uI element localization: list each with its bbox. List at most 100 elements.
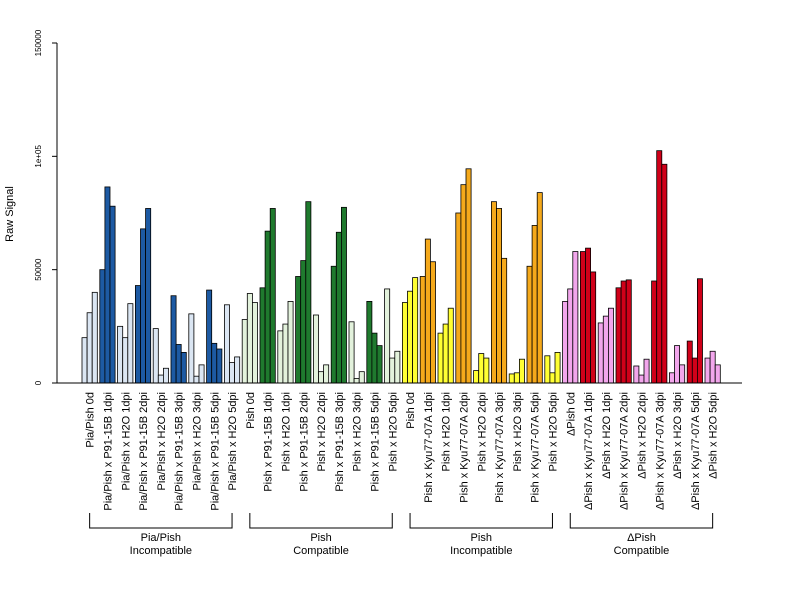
x-tick-label: Pish x H2O 5dpi — [547, 392, 559, 471]
x-tick-label: Pia/Pish x P91-15B 5dpi — [209, 392, 221, 511]
bar — [608, 307, 614, 384]
bar — [638, 374, 645, 384]
bar — [91, 291, 98, 384]
bar — [590, 271, 597, 384]
bar — [323, 364, 330, 384]
bar — [490, 201, 497, 384]
bar — [625, 279, 632, 384]
bar — [580, 251, 586, 384]
bar — [526, 265, 533, 384]
x-axis: Pia/Pish 0d Pia/Pish x P91-15B 1dpi Pia/Pi… — [57, 382, 742, 511]
bar — [86, 312, 93, 384]
group-label-line2: Compatible — [293, 545, 349, 557]
bar — [544, 355, 551, 384]
bar — [501, 257, 508, 384]
bar — [597, 322, 604, 384]
x-tick-label: ΔPish x H2O 5dpi — [708, 392, 720, 479]
x-tick-label: Pish x P91-15B 5dpi — [369, 392, 381, 492]
bar — [312, 314, 319, 384]
y-tick-label: 0 — [34, 380, 43, 385]
bar — [145, 208, 152, 384]
x-tick-label: ΔPish x Kyu77-07A 1dpi — [583, 392, 595, 510]
bar — [437, 332, 444, 384]
bar — [376, 345, 383, 384]
bar — [602, 315, 609, 384]
bar — [170, 295, 177, 384]
bar — [300, 260, 307, 384]
group-bracket — [409, 513, 553, 529]
bar — [140, 228, 146, 384]
x-tick-label: Pish x H2O 5dpi — [387, 392, 399, 471]
bar — [206, 289, 213, 384]
x-tick-label: Pish x Kyu77-07A 5dpi — [530, 392, 542, 503]
group-bracket — [89, 513, 233, 529]
bar — [340, 206, 347, 384]
bar — [572, 251, 579, 384]
x-tick-label: ΔPish x H2O 2dpi — [636, 392, 648, 479]
bar — [633, 365, 640, 384]
bar — [704, 357, 711, 384]
bar — [455, 212, 462, 384]
bar — [305, 201, 312, 384]
bar — [508, 373, 515, 384]
bar — [483, 357, 490, 384]
bar — [282, 323, 289, 384]
group-bracket — [249, 513, 393, 529]
bar — [81, 337, 88, 384]
x-tick-label: Pish x H2O 1dpi — [280, 392, 292, 471]
x-tick-label: Pish x Kyu77-07A 1dpi — [423, 392, 435, 503]
bar — [188, 313, 195, 384]
bar — [269, 208, 276, 384]
group-label-line2: Incompatible — [130, 545, 192, 557]
x-tick-label: ΔPish 0d — [565, 392, 577, 436]
bar — [234, 356, 241, 384]
x-tick-label: Pia/Pish x H2O 1dpi — [120, 392, 132, 490]
bar — [216, 348, 223, 384]
x-tick-label: Pish 0d — [245, 392, 257, 429]
bar — [567, 288, 574, 384]
x-tick-label: Pish x H2O 3dpi — [512, 392, 524, 471]
bar — [442, 323, 449, 384]
group-label-line2: Incompatible — [450, 545, 512, 557]
bar — [211, 342, 218, 384]
bar — [447, 307, 454, 384]
x-tick-label: Pia/Pish x P91-15B 3dpi — [174, 392, 186, 511]
bar — [223, 304, 230, 384]
bar — [412, 277, 419, 384]
group-label-line1: Pish — [310, 532, 331, 544]
y-tick-label: 1e+05 — [34, 145, 43, 168]
x-tick-label: Pia/Pish 0d — [85, 392, 97, 448]
bar — [562, 300, 569, 384]
bar — [122, 337, 129, 384]
x-tick-label: Pish x H2O 2dpi — [316, 392, 328, 471]
bar — [496, 208, 502, 384]
bar — [661, 163, 668, 384]
bar — [157, 374, 164, 384]
bar — [686, 340, 693, 384]
y-tick-label: 50000 — [34, 258, 43, 281]
bar — [674, 345, 680, 384]
bar — [691, 357, 698, 384]
x-tick-label: ΔPish x H2O 3dpi — [672, 392, 684, 479]
x-tick-label: ΔPish x Kyu77-07A 5dpi — [690, 392, 702, 510]
bar — [656, 150, 663, 384]
x-tick-label: Pia/Pish x H2O 3dpi — [191, 392, 203, 490]
group-label-line1: ΔPish — [627, 532, 656, 544]
x-tick-label: Pish x Kyu77-07A 3dpi — [494, 392, 506, 503]
x-tick-label: ΔPish x Kyu77-07A 3dpi — [654, 392, 666, 510]
bar — [246, 293, 253, 384]
bar — [277, 330, 284, 384]
x-tick-label: ΔPish x H2O 1dpi — [601, 392, 613, 479]
y-tick-label: 150000 — [34, 29, 43, 56]
bar — [358, 371, 365, 384]
bars — [81, 150, 721, 384]
bar — [335, 231, 342, 384]
bar — [371, 332, 378, 384]
y-axis: 0 50000 1e+05 150000 — [34, 29, 58, 385]
bar — [318, 371, 324, 384]
group-label-line2: Compatible — [614, 545, 670, 557]
bar — [679, 364, 686, 384]
bar — [229, 362, 235, 384]
bar — [198, 364, 205, 384]
x-tick-label: Pish x Kyu77-07A 2dpi — [458, 392, 470, 503]
